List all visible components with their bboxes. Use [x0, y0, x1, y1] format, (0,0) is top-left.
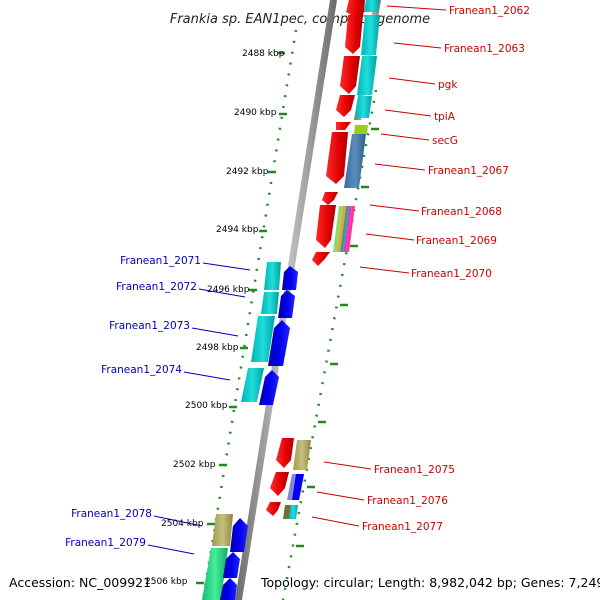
reverse-gene-labels: Franean1_2071 Franean1_2072 Franean1_207…	[65, 255, 201, 549]
tick-label: 2496 kbp	[207, 285, 250, 295]
map-title: Frankia sp. EAN1pec, complete genome	[170, 12, 430, 27]
gene-label-secg[interactable]: secG	[432, 135, 458, 147]
gene-franean1-2074[interactable]	[241, 368, 279, 405]
gene-label-franean1-2078[interactable]: Franean1_2078	[71, 508, 152, 520]
forward-gene-track	[266, 0, 380, 519]
scale-tick: 2494 kbp	[216, 225, 267, 235]
gene-franean1-2072[interactable]	[261, 290, 295, 318]
accession-text: Accession: NC_009921	[9, 575, 151, 590]
tick-label: 2494 kbp	[216, 225, 259, 235]
scale-tick: 2490 kbp	[234, 108, 287, 118]
scale-tick: 2500 kbp	[185, 401, 237, 411]
reverse-label-leaders	[147, 262, 251, 555]
forward-gene-labels: Franean1_2062 Franean1_2063 pgk tpiA sec…	[362, 5, 530, 533]
tick-label: 2504 kbp	[161, 519, 204, 529]
gene-label-franean1-2074[interactable]: Franean1_2074	[101, 364, 182, 376]
gene-secg[interactable]	[336, 122, 368, 134]
tick-label: 2498 kbp	[196, 343, 239, 353]
gene-label-franean1-2063[interactable]: Franean1_2063	[444, 43, 525, 55]
gene-franean1-2067[interactable]	[326, 132, 366, 188]
gene-label-franean1-2068[interactable]: Franean1_2068	[421, 206, 502, 218]
gene-label-franean1-2079[interactable]: Franean1_2079	[65, 537, 146, 549]
gene-label-franean1-2076[interactable]: Franean1_2076	[367, 495, 448, 507]
gene-franean1-2078[interactable]	[212, 514, 248, 552]
gene-label-franean1-2067[interactable]: Franean1_2067	[428, 165, 509, 177]
gene-franean1-2076[interactable]	[270, 472, 304, 500]
tick-label: 2500 kbp	[185, 401, 228, 411]
scale-tick: 2488 kbp	[242, 49, 285, 59]
gene-label-tpia[interactable]: tpiA	[434, 111, 456, 123]
gene-franean1-2071[interactable]	[264, 262, 298, 290]
tick-label: 2492 kbp	[226, 167, 269, 177]
gene-franean1-2077[interactable]	[266, 502, 298, 519]
gene-franean1-2073[interactable]	[251, 316, 290, 366]
gene-label-franean1-2062[interactable]: Franean1_2062	[449, 5, 530, 17]
reverse-gene-track	[202, 262, 298, 600]
tick-label: 2488 kbp	[242, 49, 285, 59]
scale-tick: 2506 kbp	[145, 577, 204, 587]
gene-label-franean1-2073[interactable]: Franean1_2073	[109, 320, 190, 332]
tick-label: 2502 kbp	[173, 460, 216, 470]
gene-franean1-2069[interactable]	[316, 205, 355, 252]
scale-tick: 2492 kbp	[226, 167, 276, 177]
gene-label-pgk[interactable]: pgk	[438, 79, 458, 91]
scale-tick: 2496 kbp	[207, 285, 257, 295]
tick-label: 2506 kbp	[145, 577, 188, 587]
gene-label-franean1-2071[interactable]: Franean1_2071	[120, 255, 201, 267]
gene-pgk[interactable]	[340, 56, 377, 95]
scale-ticks: 2488 kbp 2490 kbp 2492 kbp 2494 kbp 2496…	[145, 49, 287, 587]
genome-summary-text: Topology: circular; Length: 8,982,042 bp…	[260, 575, 600, 590]
gene-franean1-2079[interactable]	[202, 548, 240, 600]
forward-label-leaders	[311, 5, 447, 527]
scale-tick: 2498 kbp	[196, 343, 248, 353]
scale-tick: 2504 kbp	[161, 519, 215, 529]
gene-franean1-2070[interactable]	[312, 252, 330, 266]
gene-franean1-2063[interactable]	[345, 15, 380, 55]
tick-label: 2490 kbp	[234, 108, 277, 118]
gene-franean1-2068[interactable]	[322, 192, 338, 205]
gene-label-franean1-2075[interactable]: Franean1_2075	[374, 464, 455, 476]
gene-label-franean1-2069[interactable]: Franean1_2069	[416, 235, 497, 247]
gene-label-franean1-2070[interactable]: Franean1_2070	[411, 268, 492, 280]
gene-franean1-2075[interactable]	[276, 438, 311, 470]
gene-label-franean1-2072[interactable]: Franean1_2072	[116, 281, 197, 293]
gene-tpia[interactable]	[336, 95, 372, 118]
scale-tick: 2502 kbp	[173, 460, 227, 470]
forward-scale-ticks	[296, 127, 379, 548]
gene-label-franean1-2077[interactable]: Franean1_2077	[362, 521, 443, 533]
